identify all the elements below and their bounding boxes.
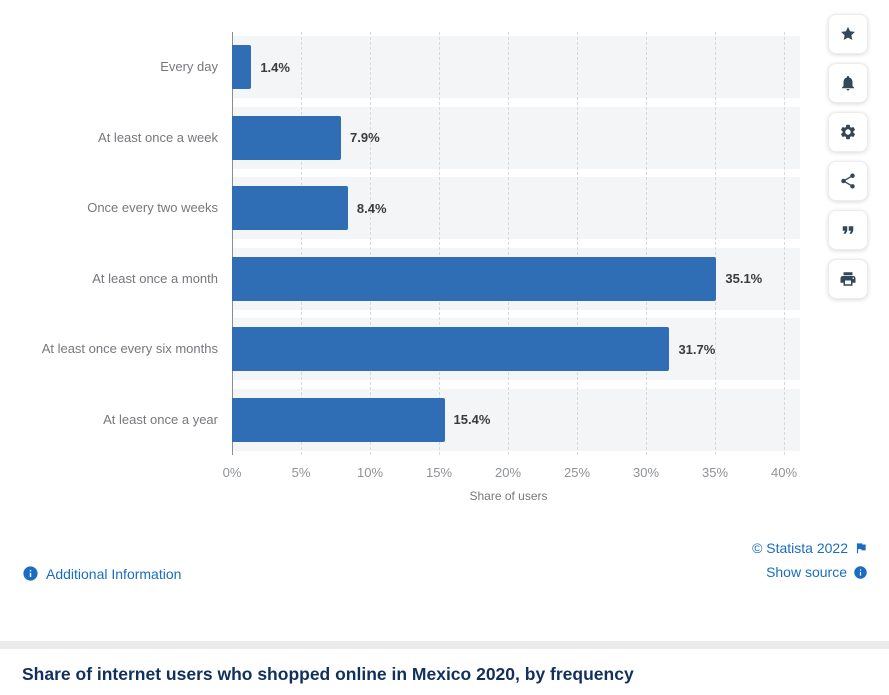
show-source-link[interactable]: Show source: [766, 564, 868, 580]
row-band: 1.4%: [232, 36, 800, 99]
x-tick-label: 15%: [425, 465, 453, 480]
bar: [232, 397, 445, 442]
footer-right: © Statista 2022 Show source: [752, 540, 868, 580]
toolbar: [828, 14, 868, 299]
chart-row: At least once a year 15.4%: [10, 385, 800, 456]
toolbar-notifications-button[interactable]: [828, 63, 868, 103]
gear-icon: [840, 124, 856, 140]
chart-rows: Every day 1.4% At least once a week 7.9% Onc…: [10, 12, 800, 455]
x-tick-label: 25%: [563, 465, 591, 480]
row-band: 35.1%: [232, 247, 800, 310]
chart-row: At least once a week 7.9%: [10, 103, 800, 174]
value-label: 1.4%: [260, 59, 290, 75]
statista-copyright-link[interactable]: © Statista 2022: [752, 540, 868, 556]
chart-row: Every day 1.4%: [10, 32, 800, 103]
bar: [232, 256, 717, 301]
x-tick-label: 35%: [701, 465, 729, 480]
toolbar-favorite-button[interactable]: [828, 14, 868, 54]
info-icon: [854, 565, 867, 579]
bar: [232, 115, 342, 160]
x-tick-label: 30%: [632, 465, 660, 480]
info-icon: [23, 566, 38, 581]
chart: Every day 1.4% At least once a week 7.9% Onc…: [10, 12, 800, 503]
x-tick-label: 0%: [222, 465, 242, 480]
value-label: 35.1%: [725, 271, 763, 287]
additional-information-link[interactable]: Additional Information: [22, 565, 181, 582]
toolbar-print-button[interactable]: [828, 259, 868, 299]
value-label: 7.9%: [350, 130, 380, 146]
x-axis-label: Share of users: [469, 489, 548, 503]
row-band: 31.7%: [232, 318, 800, 381]
bar: [232, 186, 348, 231]
category-label: At least once a year: [103, 411, 218, 427]
value-label: 31.7%: [678, 341, 716, 357]
copyright-label: © Statista 2022: [752, 540, 848, 556]
print-icon: [840, 272, 856, 286]
row-band: 15.4%: [232, 388, 800, 451]
star-icon: [841, 26, 855, 40]
chart-title: Share of internet users who shopped onli…: [22, 664, 634, 684]
x-tick-label: 20%: [494, 465, 522, 480]
row-band: 7.9%: [232, 106, 800, 169]
x-axis-ticks: 0% 5% 10% 15% 20% 25% 30% 35% 40%: [223, 465, 797, 485]
quote-icon: [842, 226, 854, 234]
x-tick-label: 40%: [770, 465, 798, 480]
additional-information-label: Additional Information: [46, 565, 182, 582]
bar: [232, 327, 670, 372]
category-label: Every day: [160, 59, 218, 75]
share-icon: [841, 173, 855, 189]
bar: [232, 45, 252, 90]
x-tick-label: 5%: [291, 465, 311, 480]
row-band: 8.4%: [232, 177, 800, 240]
show-source-label: Show source: [766, 564, 847, 580]
value-label: 15.4%: [453, 412, 491, 428]
toolbar-cite-button[interactable]: [828, 210, 868, 250]
value-label: 8.4%: [356, 200, 387, 216]
toolbar-share-button[interactable]: [828, 161, 868, 201]
flag-icon: [856, 543, 866, 554]
chart-row: At least once every six months 31.7%: [10, 314, 800, 385]
chart-row: Once every two weeks 8.4%: [10, 173, 800, 244]
chart-row: At least once a month 35.1%: [10, 244, 800, 315]
section-divider: [0, 641, 889, 649]
toolbar-settings-button[interactable]: [828, 112, 868, 152]
category-label: At least once a month: [92, 270, 218, 286]
category-label: At least once every six months: [41, 341, 218, 357]
category-label: At least once a week: [98, 129, 218, 145]
category-label: Once every two weeks: [87, 200, 218, 216]
x-tick-label: 10%: [356, 465, 384, 480]
bell-icon: [842, 75, 854, 91]
